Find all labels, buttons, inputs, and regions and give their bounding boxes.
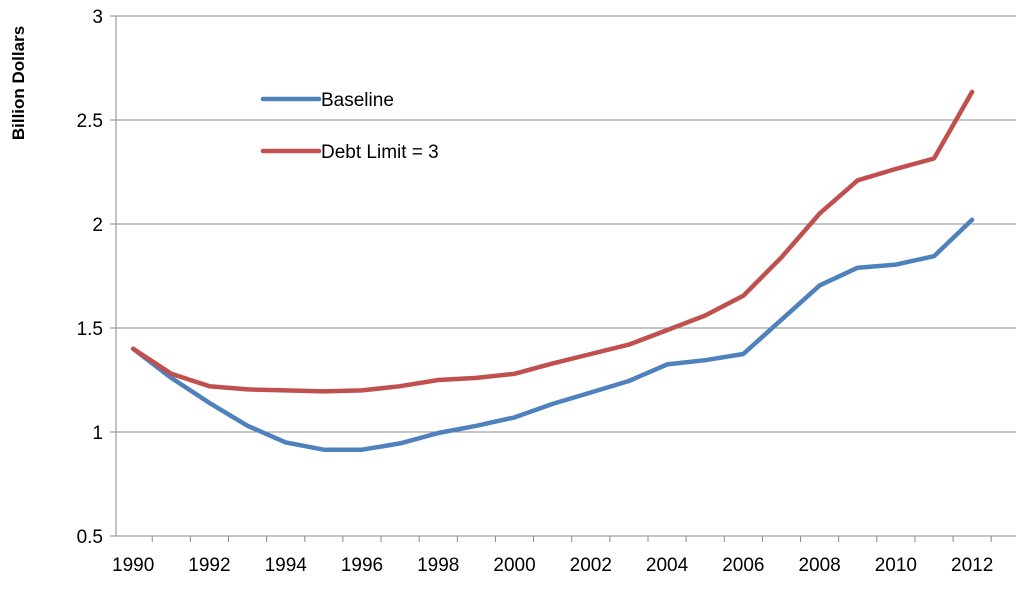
x-tick-label: 1992 — [188, 555, 230, 576]
legend-label: Debt Limit = 3 — [321, 142, 439, 163]
x-tick-label: 1998 — [417, 555, 459, 576]
series-lines — [130, 89, 975, 452]
y-tick-label: 2.5 — [77, 111, 103, 132]
y-tick-label: 1.5 — [77, 319, 103, 340]
x-tick-label: 2012 — [951, 555, 993, 576]
x-tick-label: 2010 — [875, 555, 917, 576]
x-tick-label: 1994 — [265, 555, 308, 576]
legend: Baseline Debt Limit = 3 — [260, 90, 439, 163]
y-tick-label: 1 — [92, 423, 103, 444]
x-tick-label: 2000 — [493, 555, 535, 576]
series-line-baseline — [130, 217, 975, 452]
legend-label: Baseline — [321, 90, 394, 111]
gridlines — [116, 15, 1016, 537]
series-line-debt-limit — [130, 89, 975, 394]
x-tick-label: 1990 — [112, 555, 154, 576]
y-tick-label: 2 — [92, 215, 103, 236]
x-tick-label: 2006 — [722, 555, 764, 576]
x-tick-label: 2002 — [570, 555, 612, 576]
tick-labels: 0.5 1 1.5 2 2.5 3 1990 1992 1994 1996 1998 2000 2002… — [77, 7, 994, 576]
x-tick-label: 2004 — [646, 555, 689, 576]
x-tick-label: 1996 — [341, 555, 383, 576]
y-axis-title: Billion Dollars — [9, 26, 28, 140]
axes — [110, 15, 992, 542]
x-tick-label: 2008 — [798, 555, 840, 576]
y-tick-label: 3 — [92, 7, 103, 28]
y-tick-label: 0.5 — [77, 527, 103, 548]
